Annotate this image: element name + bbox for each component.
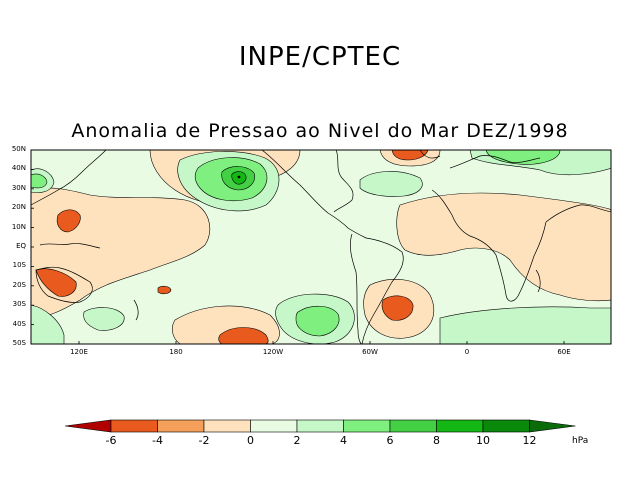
colorbar-segment (203, 419, 251, 433)
pos-region-sw-corner (31, 304, 65, 344)
lat-label: 30S (12, 300, 26, 309)
lat-label: 50N (11, 145, 26, 153)
coast-south-america (361, 237, 404, 344)
coast-east-asia (31, 150, 107, 206)
coast-greenland (419, 150, 441, 159)
pos-region-central-pacific (83, 307, 125, 331)
colorbar-label: 4 (340, 434, 347, 447)
coast-north-america (261, 150, 367, 239)
lat-label: 40S (12, 319, 26, 328)
pos-mid-east-pacific (295, 305, 340, 337)
colorbar-segment (389, 419, 437, 433)
lat-label: 20S (12, 280, 26, 289)
colorbar-segment (296, 419, 344, 433)
neg-core-south-atlantic (381, 295, 414, 321)
colorbar-segment (250, 419, 298, 433)
colorbar-label: 10 (476, 434, 490, 447)
lat-label: 40N (11, 164, 26, 173)
lon-label: 60E (557, 348, 571, 356)
colorbar-label: -2 (198, 434, 210, 447)
coast-indonesia (39, 243, 101, 249)
lat-label: 20N (11, 203, 26, 212)
lat-label: 10S (12, 261, 26, 270)
coast-africa-east (495, 221, 547, 302)
pos-region-north-atlantic (359, 171, 423, 197)
colorbar (64, 419, 576, 433)
colorbar-label: -6 (105, 434, 117, 447)
coast-australia (35, 266, 93, 303)
neg-core-central-pacific (157, 285, 172, 295)
pos-region-southern-ocean (439, 306, 611, 344)
pos-mid-japan (31, 173, 48, 189)
map-title: Anomalia de Pressao ao Nivel do Mar DEZ/… (71, 120, 569, 142)
lat-label: 10N (11, 222, 26, 231)
coast-south-america-west (350, 233, 363, 344)
page-title: INPE/CPTEC (238, 42, 402, 72)
unit-label: hPa (572, 436, 589, 446)
neg-core-north-atlantic (391, 150, 429, 161)
colorbar-label: 12 (522, 434, 537, 447)
colorbar-label: 2 (293, 434, 301, 447)
coast-north-america-east (333, 150, 354, 213)
colorbar-segment (110, 419, 158, 433)
lat-label: 30N (11, 183, 26, 192)
neg-core-australia-west (35, 268, 77, 297)
lon-label: 60W (362, 348, 378, 356)
colorbar-segment (343, 419, 391, 433)
colorbar-segment (436, 419, 484, 433)
lon-label: 120W (262, 348, 284, 356)
pos-mid-europe (485, 150, 561, 165)
colorbar-segment (482, 419, 530, 433)
colorbar-label: 6 (386, 434, 394, 447)
colorbar-label: 0 (247, 434, 254, 447)
lat-label: EQ (16, 242, 26, 250)
neg-core-south-pacific (218, 327, 269, 344)
coast-asia-south (545, 204, 611, 223)
lon-label: 0 (464, 348, 470, 356)
colorbar-label: -4 (152, 434, 163, 447)
coast-new-zealand (133, 299, 139, 321)
lat-label: 50S (12, 339, 26, 347)
coast-africa-west (431, 189, 497, 256)
pos-center-dot (237, 175, 241, 179)
coast-europe (449, 155, 541, 169)
colorbar-arrow-low (64, 419, 112, 433)
colorbar-segment (157, 419, 205, 433)
lon-label: 120E (70, 348, 88, 356)
colorbar-arrow-high (529, 419, 576, 433)
neg-core-philippines (56, 209, 81, 233)
coast-madagascar (535, 269, 541, 293)
lon-label: 180 (169, 348, 183, 356)
colorbar-label: 8 (433, 434, 440, 447)
neg-region-tropical-belt (396, 192, 611, 302)
